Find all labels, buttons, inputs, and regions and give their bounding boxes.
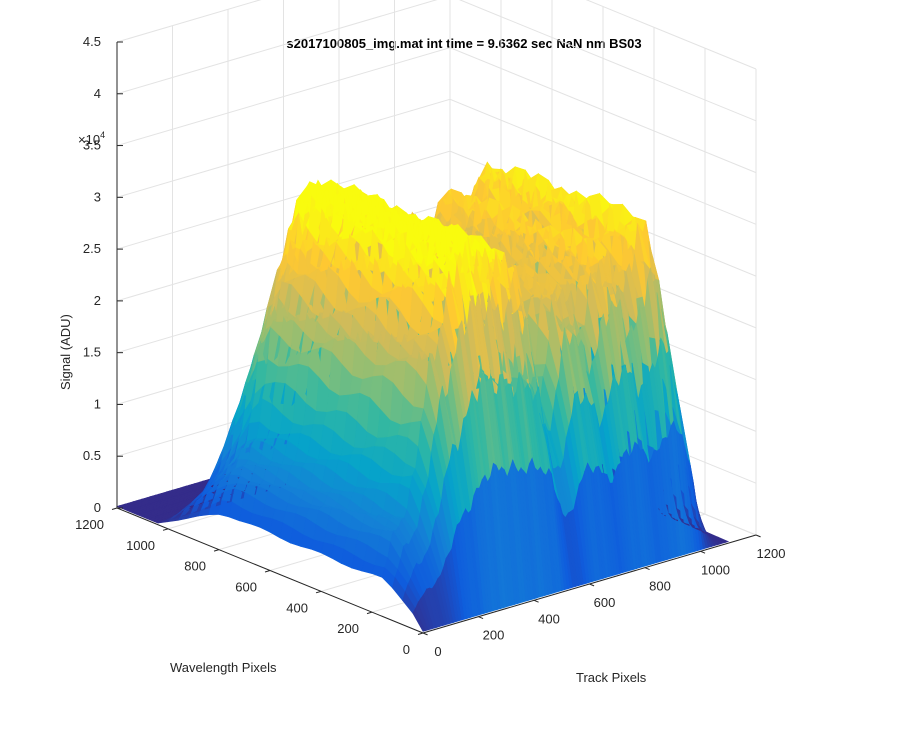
y-tick (264, 570, 271, 573)
chart-title: s2017100805_img.mat int time = 9.6362 se… (286, 36, 641, 51)
z-tick-label: 1 (94, 396, 101, 411)
axes (111, 41, 761, 636)
grid-line (116, 98, 757, 225)
x-tick-label: 800 (649, 579, 671, 594)
x-tick (700, 550, 706, 554)
x-axis-label: Track Pixels (576, 670, 647, 685)
x-tick-label: 1200 (757, 546, 786, 561)
y-tick-label: 800 (184, 559, 206, 574)
z-tick-label: 0 (94, 500, 101, 515)
x-tick-label: 0 (434, 644, 441, 659)
y-tick-label: 600 (235, 580, 257, 595)
grid-line (116, 47, 757, 174)
x-tick (478, 616, 484, 620)
z-tick-label: 2.5 (83, 241, 101, 256)
y-tick (417, 632, 424, 635)
y-axis-label: Wavelength Pixels (170, 660, 277, 675)
z-tick-label: 2 (94, 293, 101, 308)
z-tick-label: 4.5 (83, 34, 101, 49)
y-tick-label: 1000 (126, 538, 155, 553)
x-tick-label: 400 (538, 611, 560, 626)
x-tick (422, 632, 428, 636)
y-tick-label: 400 (286, 600, 308, 615)
grid-line (116, 0, 757, 70)
z-axis-label: Signal (ADU) (58, 314, 73, 390)
x-tick (533, 599, 539, 603)
y-tick (111, 507, 118, 510)
tick-labels: 0200400600800100012000200400600800100012… (75, 34, 785, 659)
x-tick (589, 583, 595, 587)
z-tick-label: 3 (94, 189, 101, 204)
surface (116, 161, 730, 632)
x-tick (755, 534, 761, 538)
y-tick-label: 200 (337, 621, 359, 636)
y-tick (213, 549, 220, 552)
grid-line (116, 0, 757, 122)
y-tick (366, 611, 373, 615)
x-tick (644, 567, 650, 571)
x-tick-label: 1000 (701, 562, 730, 577)
z-tick-label: 3.5 (83, 138, 101, 153)
surface-facet (714, 536, 730, 543)
y-tick-label: 1200 (75, 517, 104, 532)
y-tick-label: 0 (403, 642, 410, 657)
grid-line (116, 150, 757, 277)
x-tick-label: 600 (594, 595, 616, 610)
z-exponent: ×104 (78, 130, 105, 147)
y-tick (162, 528, 169, 531)
z-tick-label: 0.5 (83, 448, 101, 463)
z-tick-label: 1.5 (83, 345, 101, 360)
x-tick-label: 200 (483, 628, 505, 643)
z-tick-label: 4 (94, 86, 101, 101)
y-tick (315, 590, 322, 594)
